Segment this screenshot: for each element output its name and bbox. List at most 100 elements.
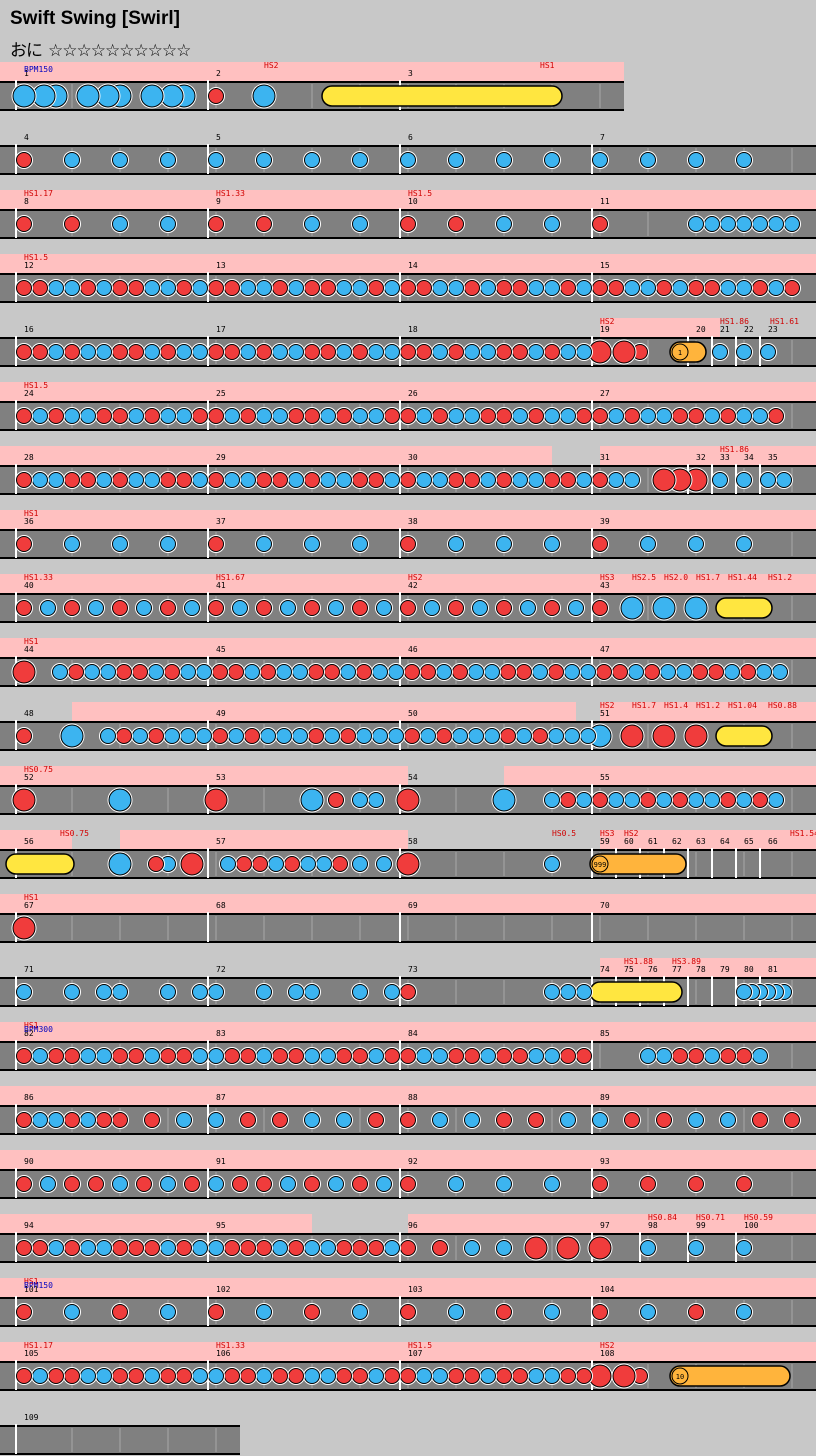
note-face [496, 344, 512, 360]
ka-note [755, 663, 773, 681]
note-face [60, 724, 84, 748]
difficulty-label: おに [10, 41, 43, 61]
don-note [399, 343, 417, 361]
don-note [591, 215, 609, 233]
note-face [48, 344, 64, 360]
don-note [175, 1367, 193, 1385]
hs-band [600, 830, 816, 850]
measure-number: 18 [408, 325, 418, 334]
don-note [283, 855, 301, 873]
ka-note [207, 1047, 225, 1065]
ka-note [639, 535, 657, 553]
don-note [303, 599, 321, 617]
measure-number: 71 [24, 965, 34, 974]
measure-number: 68 [216, 901, 226, 910]
measure-number: 42 [408, 581, 418, 590]
note-face [64, 1304, 80, 1320]
note-face [684, 724, 708, 748]
note-face [688, 1304, 704, 1320]
note-face [212, 728, 228, 744]
note-face [180, 852, 204, 876]
don-note [303, 279, 321, 297]
ka-note [627, 663, 645, 681]
note-face [560, 408, 576, 424]
don-note [751, 279, 769, 297]
note-face [256, 472, 272, 488]
note-face [352, 856, 368, 872]
measure-number: 69 [408, 901, 418, 910]
don-note [323, 663, 341, 681]
bpm-label: BPM150 [24, 1281, 53, 1290]
note-face [240, 1240, 256, 1256]
note-face [100, 728, 116, 744]
note-face [176, 1112, 192, 1128]
note-face [384, 1368, 400, 1384]
measure-number: 31 [600, 453, 610, 462]
note-face [96, 344, 112, 360]
note-face [240, 344, 256, 360]
ka-note [351, 151, 369, 169]
hs-band [600, 702, 816, 722]
ka-note [79, 1047, 97, 1065]
ka-note [31, 1367, 49, 1385]
measure-number: 76 [648, 965, 658, 974]
note-face [316, 856, 332, 872]
don-note [463, 1367, 481, 1385]
don-note [15, 215, 33, 233]
chart-row: 109 [0, 1413, 240, 1455]
don-note [355, 663, 373, 681]
ka-note [367, 1047, 385, 1065]
note-face [228, 664, 244, 680]
note-face [560, 792, 576, 808]
ka-note [735, 215, 753, 233]
note-face [48, 472, 64, 488]
hs-label: HS0.5 [552, 829, 576, 838]
note-face [208, 88, 224, 104]
note-face [64, 1112, 80, 1128]
don-note [591, 279, 609, 297]
measure-number: 108 [600, 1349, 615, 1358]
chart-row: 56 57 58 59 60 61 62 63 64 65 66 HS0.75 HS0.5 HS3 HS2 H… [0, 829, 816, 879]
ka-note [271, 407, 289, 425]
don-note [11, 915, 37, 941]
ka-note [87, 599, 105, 617]
measure-number: 39 [600, 517, 610, 526]
note-face [304, 1048, 320, 1064]
don-note [335, 1047, 353, 1065]
measure-number: 23 [768, 325, 778, 334]
ka-note [99, 727, 117, 745]
measure-number: 91 [216, 1157, 226, 1166]
note-face [336, 1240, 352, 1256]
balloon-bar [589, 853, 687, 875]
note-face [496, 1304, 512, 1320]
ka-note [287, 343, 305, 361]
hs-label: HS0.88 [768, 701, 797, 710]
ka-note [159, 215, 177, 233]
measure-number: 28 [24, 453, 34, 462]
note-face [12, 788, 36, 812]
ka-note [735, 1239, 753, 1257]
ka-note [711, 343, 729, 361]
don-note [207, 87, 225, 105]
note-face [64, 216, 80, 232]
measure-number: 32 [696, 453, 706, 462]
don-note [143, 1239, 161, 1257]
measure-number: 37 [216, 517, 226, 526]
note-face [164, 728, 180, 744]
note-face [160, 344, 176, 360]
ka-note [367, 407, 385, 425]
note-face [624, 408, 640, 424]
hs-band [0, 510, 816, 530]
note-face [544, 1048, 560, 1064]
note-face [544, 856, 560, 872]
don-note [399, 983, 417, 1001]
hs-band [0, 190, 816, 210]
note-face [112, 216, 128, 232]
note-face [32, 1112, 48, 1128]
ka-note [99, 663, 117, 681]
ka-note [147, 663, 165, 681]
note-face [484, 664, 500, 680]
hs-label: HS0.59 [744, 1213, 773, 1222]
